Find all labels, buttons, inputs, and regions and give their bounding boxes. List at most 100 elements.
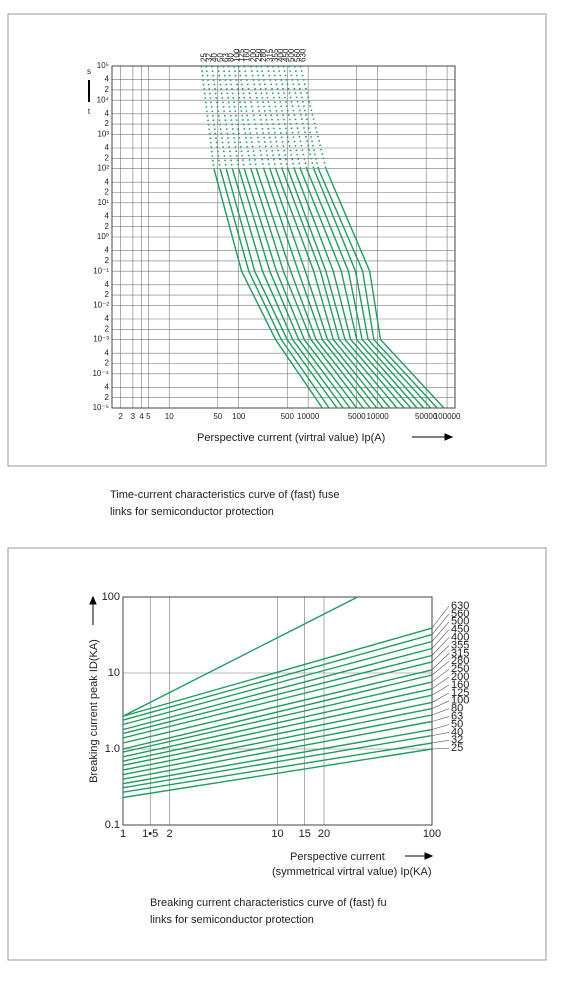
x-tick-label: 10000	[297, 412, 320, 421]
series-label: 125	[237, 48, 246, 62]
series-line	[233, 65, 252, 169]
y-tick-label: 2	[105, 393, 110, 402]
series-line	[122, 714, 433, 776]
series-line	[122, 707, 433, 771]
series-label: 100	[451, 695, 469, 707]
y-tick-label: 10³	[97, 130, 109, 139]
series-label: 50	[216, 53, 225, 62]
leader-line	[431, 668, 450, 683]
series-line	[122, 647, 433, 731]
series-label: 630	[298, 48, 307, 62]
series-line	[222, 65, 240, 169]
x-tick-label: 10	[165, 412, 174, 421]
series-line	[288, 65, 315, 169]
series-line	[219, 168, 330, 409]
y-tick-label: 2	[105, 290, 110, 299]
y-tick-label: 10⁻²	[93, 301, 109, 310]
series-line	[272, 65, 295, 169]
series-line	[122, 627, 433, 717]
series-line	[200, 65, 215, 169]
x-tick-label: 1	[120, 828, 126, 840]
x-tick-label: 5000	[348, 412, 366, 421]
y-tick-label: 2	[105, 222, 110, 231]
y-symbol: t	[88, 107, 91, 116]
series-line	[122, 742, 433, 793]
series-line	[122, 688, 433, 758]
leader-line	[431, 637, 450, 656]
series-label: 560	[451, 608, 469, 620]
series-label: 32	[451, 734, 463, 746]
x-tick-label: 5	[146, 412, 151, 421]
leader-line	[431, 747, 450, 750]
series-line	[282, 65, 308, 169]
series-label: 250	[451, 663, 469, 675]
series-line	[281, 168, 398, 409]
y-tick-label: 4	[105, 246, 110, 255]
arrow	[405, 852, 434, 860]
y-tick-label: 4	[105, 212, 110, 221]
series-label: 200	[249, 48, 258, 62]
x-tick-label: 20	[318, 828, 330, 840]
leader-line	[431, 708, 450, 716]
series-label: 450	[282, 48, 291, 62]
series-line	[122, 661, 433, 739]
y-tick-label: 2	[105, 85, 110, 94]
series-label: 32	[204, 53, 213, 62]
leader-line	[431, 732, 450, 736]
series-label: 450	[451, 624, 469, 636]
series-line	[227, 65, 245, 169]
y-tick-label: 2	[105, 359, 110, 368]
series-label: 400	[451, 632, 469, 644]
series-line	[293, 65, 320, 169]
plot-frame	[122, 596, 433, 826]
y-axis-label: Breaking current peak ID(KA)	[88, 639, 100, 783]
series-label: 160	[451, 679, 469, 691]
series-line	[237, 65, 258, 169]
series-line	[305, 168, 425, 409]
leader-line	[431, 613, 450, 635]
x-tick-label: 2	[166, 828, 172, 840]
frame	[7, 13, 547, 467]
x-tick-label: 50000	[415, 412, 438, 421]
series-label: 125	[451, 687, 469, 699]
leader-line	[431, 645, 450, 663]
arrow	[412, 433, 454, 441]
series-line	[293, 168, 412, 409]
series-label: 500	[451, 616, 469, 628]
caption: links for semiconductor protection	[150, 914, 314, 926]
x-tick-label: 10	[271, 828, 283, 840]
series-label: 315	[451, 647, 469, 659]
series-line	[225, 168, 338, 409]
series-line	[122, 734, 433, 789]
series-line	[243, 168, 358, 409]
x-tick-label: 10000	[366, 412, 389, 421]
series-line	[122, 701, 433, 766]
y-unit: s	[87, 67, 91, 76]
y-tick-label: 10⁻⁴	[92, 369, 109, 378]
series-line	[266, 65, 289, 169]
series-line	[122, 728, 433, 785]
series-line	[299, 65, 327, 169]
x-tick-label: 2	[118, 412, 123, 421]
series-line	[122, 694, 433, 762]
y-tick-label: 4	[105, 109, 110, 118]
series-line	[122, 720, 433, 780]
series-line	[238, 168, 351, 409]
series-line	[122, 633, 433, 721]
series-label: 250	[255, 48, 264, 62]
series-label: 40	[451, 726, 463, 738]
series-line	[122, 669, 433, 744]
x-axis-label: Perspective current (virtral value) Ip(A…	[197, 432, 385, 444]
y-tick-label: 2	[105, 153, 110, 162]
series-label: 100	[232, 48, 241, 62]
y-tick-label: 2	[105, 188, 110, 197]
leader-line	[431, 621, 450, 642]
leader-line	[431, 716, 450, 722]
y-tick-label: 10⁻⁵	[93, 403, 109, 412]
y-tick-label: 4	[105, 75, 110, 84]
leader-line	[431, 629, 450, 649]
y-tick-label: 10⁰	[97, 232, 109, 241]
x-tick-label: 100	[423, 828, 441, 840]
x-tick-label: 3	[131, 412, 136, 421]
x-tick-label: 4	[139, 412, 144, 421]
